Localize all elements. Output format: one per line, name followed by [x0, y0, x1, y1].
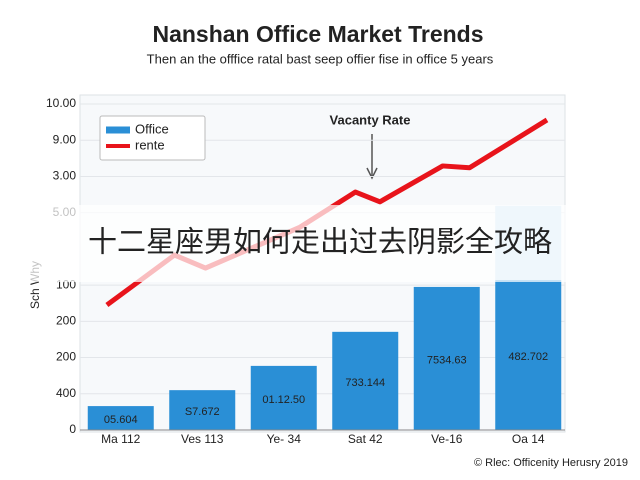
x-tick-label: Oa 14 [512, 432, 545, 446]
x-tick-label: Ma 112 [101, 432, 140, 446]
y-tick-label: 200 [56, 350, 76, 364]
y-tick-label: 0 [69, 422, 76, 436]
chart-title: Nanshan Office Market Trends [152, 21, 483, 47]
banner-band [0, 205, 640, 282]
value-label: 482.702 [508, 351, 548, 363]
source: © Rlec: Officenity Herusry 2019 [474, 457, 628, 469]
bar [87, 406, 154, 430]
annotation-arrowhead [366, 167, 378, 180]
value-label: S7.672 [185, 406, 220, 418]
value-label: 7534.63 [427, 354, 467, 366]
bar [169, 390, 236, 430]
value-label: 05.604 [104, 414, 138, 426]
value-label: 01.12.50 [262, 394, 305, 406]
bar [332, 331, 399, 430]
x-tick-label: Ves 113 [181, 432, 224, 446]
y-tick-label: 200 [56, 314, 76, 328]
value-label: 733.144 [345, 377, 385, 389]
x-tick-label: Ve-16 [431, 432, 463, 446]
legend-label: rente [135, 137, 165, 152]
x-tick-label: Sat 42 [348, 432, 383, 446]
y-tick-label: 9.00 [53, 132, 77, 146]
banner-text: 十二星座男如何走出过去阴影全攻略 [88, 226, 552, 259]
y-tick-label: 10.00 [46, 96, 76, 110]
x-tick-label: Ye- 34 [267, 432, 302, 446]
legend-label: Office [135, 121, 169, 136]
y-tick-label: 400 [56, 386, 76, 400]
chart-subtitle: Then an the offfice ratal bast seep offi… [147, 51, 494, 66]
bar [250, 365, 317, 430]
bar [495, 280, 562, 430]
bar [413, 286, 480, 430]
annotation: Vacanty Rate [330, 112, 411, 127]
y-tick-label: 3.00 [53, 169, 77, 183]
